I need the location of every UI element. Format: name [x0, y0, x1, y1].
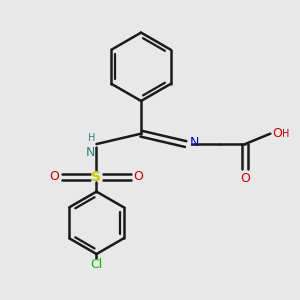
Text: N: N	[85, 146, 95, 158]
Text: H: H	[88, 133, 95, 142]
Text: S: S	[92, 170, 101, 184]
Text: N: N	[190, 136, 200, 149]
Text: Cl: Cl	[90, 259, 103, 272]
Text: O: O	[240, 172, 250, 185]
Text: O: O	[134, 170, 143, 183]
Text: O: O	[50, 170, 59, 183]
Text: O: O	[272, 127, 282, 140]
Text: H: H	[282, 129, 289, 139]
